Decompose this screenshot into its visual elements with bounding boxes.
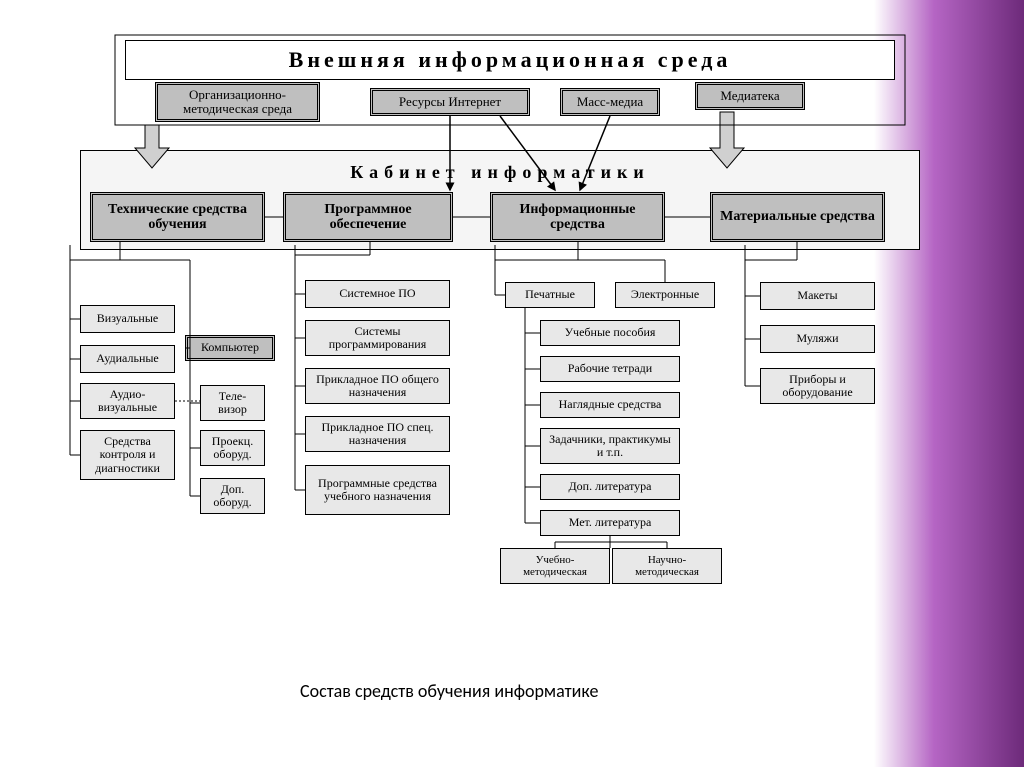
audiovisual-box: Аудио-визуальные bbox=[80, 383, 175, 419]
section-title: Кабинет информатики bbox=[90, 158, 910, 188]
mediateka-box: Медиатека bbox=[695, 82, 805, 110]
devices-box: Приборы и оборудование bbox=[760, 368, 875, 404]
edu-method-box: Учебно-методическая bbox=[500, 548, 610, 584]
system-po-box: Системное ПО bbox=[305, 280, 450, 308]
audio-box: Аудиальные bbox=[80, 345, 175, 373]
workbooks-box: Рабочие тетради bbox=[540, 356, 680, 382]
printed-box: Печатные bbox=[505, 282, 595, 308]
mass-media-box: Масс-медиа bbox=[560, 88, 660, 116]
general-po-box: Прикладное ПО общего назначения bbox=[305, 368, 450, 404]
title-box: Внешняя информационная среда bbox=[125, 40, 895, 80]
tasks-box: Задачники, практикумы и т.п. bbox=[540, 428, 680, 464]
additional-box: Доп. литература bbox=[540, 474, 680, 500]
tech-category: Технические средства обучения bbox=[90, 192, 265, 242]
special-po-box: Прикладное ПО спец. назначения bbox=[305, 416, 450, 452]
electronic-box: Электронные bbox=[615, 282, 715, 308]
sci-method-box: Научно-методическая bbox=[612, 548, 722, 584]
method-box: Мет. литература bbox=[540, 510, 680, 536]
educational-po-box: Программные средства учебного назначения bbox=[305, 465, 450, 515]
computer-box: Компьютер bbox=[185, 335, 275, 361]
projector-box: Проекц. оборуд. bbox=[200, 430, 265, 466]
org-method-box: Организационно-методическая среда bbox=[155, 82, 320, 122]
info-category: Информационные средства bbox=[490, 192, 665, 242]
caption-text: Состав средств обучения информатике bbox=[300, 680, 598, 702]
software-category: Программное обеспечение bbox=[283, 192, 453, 242]
extra-box: Доп. оборуд. bbox=[200, 478, 265, 514]
programming-box: Системы программирования bbox=[305, 320, 450, 356]
mockups-box: Муляжи bbox=[760, 325, 875, 353]
models-box: Макеты bbox=[760, 282, 875, 310]
textbooks-box: Учебные пособия bbox=[540, 320, 680, 346]
diagram-container: Внешняя информационная среда Организацио… bbox=[0, 0, 940, 700]
visual-box: Визуальные bbox=[80, 305, 175, 333]
material-category: Материальные средства bbox=[710, 192, 885, 242]
internet-box: Ресурсы Интернет bbox=[370, 88, 530, 116]
visual-aids-box: Наглядные средства bbox=[540, 392, 680, 418]
tv-box: Теле-визор bbox=[200, 385, 265, 421]
control-box: Средства контроля и диагностики bbox=[80, 430, 175, 480]
